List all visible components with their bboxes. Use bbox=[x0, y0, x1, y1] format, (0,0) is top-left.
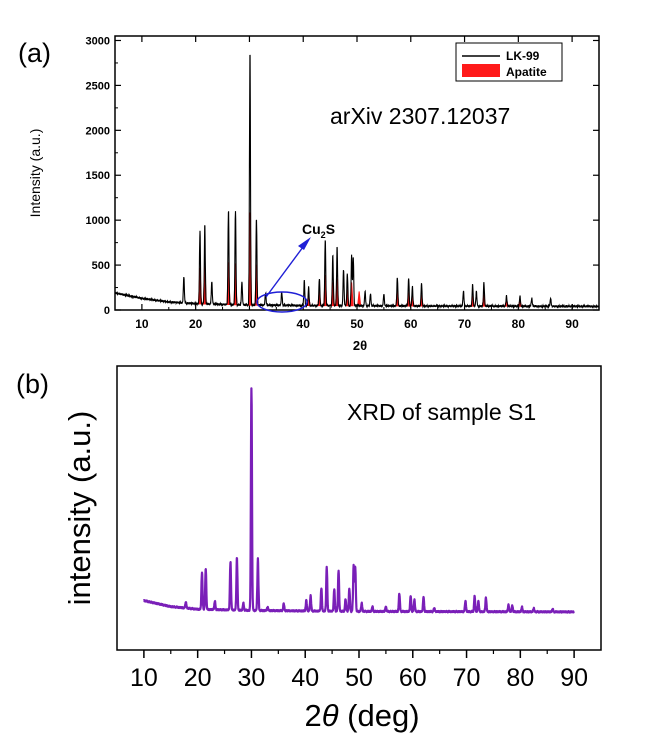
a-ytick-label-4: 2000 bbox=[86, 125, 110, 137]
b-xlabel-suffix: (deg) bbox=[339, 698, 420, 733]
cu2s-arrow-line bbox=[265, 242, 307, 298]
a-ytick-label-6: 3000 bbox=[86, 35, 110, 47]
cu2s-subscript: 2 bbox=[321, 230, 326, 240]
panel-a-frame bbox=[114, 35, 600, 311]
b-xtick-label-3: 40 bbox=[291, 664, 319, 692]
panel-a-annotation: arXiv 2307.12037 bbox=[330, 103, 510, 129]
cu2s-annotation: Cu2S bbox=[256, 221, 335, 313]
cu2s-tail: S bbox=[326, 221, 335, 237]
a-xtick-label-7: 80 bbox=[512, 317, 526, 331]
panel-b: (b) 10 20 30 40 50 60 70 80 90 XRD of sample S1 … bbox=[16, 365, 602, 733]
panel-b-frame bbox=[116, 365, 602, 651]
panel-a: (a) 10 20 30 40 50 60 70 80 90 0 500 1000 1500 2000 25… bbox=[18, 35, 600, 353]
a-xtick-label-1: 20 bbox=[189, 317, 203, 331]
b-xtick-label-8: 90 bbox=[560, 664, 588, 692]
panel-a-label: (a) bbox=[18, 38, 51, 68]
b-xtick-label-6: 70 bbox=[453, 664, 481, 692]
cu2s-main: Cu bbox=[302, 221, 321, 237]
a-xtick-label-4: 50 bbox=[350, 317, 364, 331]
b-xtick-label-7: 80 bbox=[506, 664, 534, 692]
legend-lk99-label: LK-99 bbox=[506, 49, 540, 63]
b-xtick-label-1: 20 bbox=[184, 664, 212, 692]
a-xtick-label-8: 90 bbox=[565, 317, 579, 331]
a-xtick-label-6: 70 bbox=[458, 317, 472, 331]
b-xtick-label-4: 50 bbox=[345, 664, 373, 692]
a-ytick-label-0: 0 bbox=[104, 305, 110, 317]
s1-xrd-line bbox=[142, 387, 575, 614]
a-ytick-label-3: 1500 bbox=[86, 170, 110, 182]
b-xlabel-theta: θ bbox=[322, 698, 339, 733]
cu2s-label: Cu2S bbox=[302, 221, 335, 240]
a-xtick-label-2: 30 bbox=[243, 317, 257, 331]
cu2s-ellipse bbox=[256, 291, 308, 313]
panel-b-axes: 10 20 30 40 50 60 70 80 90 bbox=[130, 650, 588, 692]
panel-b-annotation: XRD of sample S1 bbox=[347, 399, 536, 425]
b-xlabel-prefix: 2 bbox=[304, 698, 321, 733]
panel-b-label: (b) bbox=[16, 369, 49, 399]
a-xtick-label-5: 60 bbox=[404, 317, 418, 331]
a-ytick-label-2: 1000 bbox=[86, 215, 110, 227]
a-xtick-label-0: 10 bbox=[135, 317, 149, 331]
panel-b-xlabel: 2θ (deg) bbox=[304, 698, 419, 733]
legend-apatite-label: Apatite bbox=[506, 65, 547, 79]
panel-a-ylabel: Intensity (a.u.) bbox=[27, 129, 43, 218]
panel-a-legend: LK-99 Apatite bbox=[455, 42, 563, 82]
b-xtick-label-2: 30 bbox=[238, 664, 266, 692]
panel-b-ylabel: intensity (a.u.) bbox=[62, 411, 97, 606]
cu2s-arrow-head bbox=[298, 237, 311, 250]
a-xtick-label-3: 40 bbox=[297, 317, 311, 331]
a-ytick-label-5: 2500 bbox=[86, 80, 110, 92]
panel-a-xlabel: 2θ bbox=[353, 338, 367, 353]
b-xtick-label-5: 60 bbox=[399, 664, 427, 692]
lk99-line bbox=[114, 54, 600, 310]
legend-apatite-swatch bbox=[462, 64, 500, 77]
a-ytick-label-1: 500 bbox=[92, 260, 110, 272]
b-xtick-label-0: 10 bbox=[130, 664, 158, 692]
